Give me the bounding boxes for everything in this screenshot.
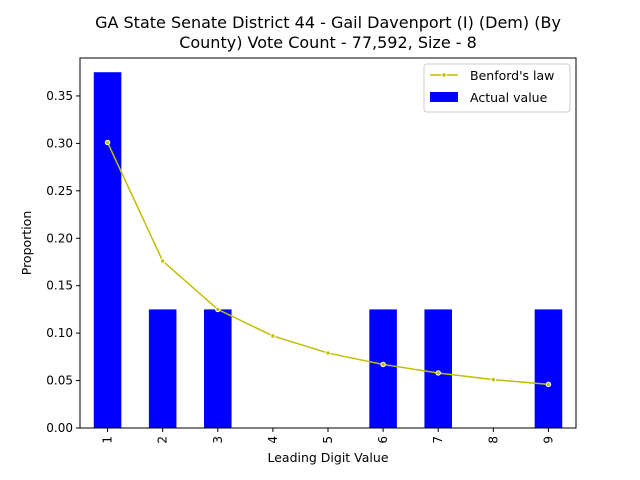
benford-line-series xyxy=(104,139,552,388)
bar-series xyxy=(93,72,563,428)
benford-point-9 xyxy=(545,381,552,388)
y-tick-label: 0.05 xyxy=(46,374,73,388)
y-tick-label: 0.25 xyxy=(46,184,73,198)
legend: Benford's law Actual value xyxy=(423,63,571,113)
x-axis-label: Leading Digit Value xyxy=(267,450,388,465)
benford-point-5 xyxy=(325,350,331,356)
bar-digit-7 xyxy=(424,309,452,428)
benford-point-4 xyxy=(270,333,276,339)
x-axis-ticks: 1 2 3 4 5 6 7 8 9 xyxy=(101,428,555,444)
y-axis-label: Proportion xyxy=(19,211,34,276)
y-tick-label: 0.20 xyxy=(46,231,73,245)
benford-point-6 xyxy=(380,361,386,368)
chart-title-line-2: County) Vote Count - 77,592, Size - 8 xyxy=(179,33,477,52)
bar-digit-3 xyxy=(204,309,232,428)
benford-point-7 xyxy=(435,370,441,376)
x-tick-label: 2 xyxy=(156,436,170,444)
legend-marker-swatch xyxy=(441,72,447,78)
benford-point-2 xyxy=(159,258,166,264)
x-tick-label: 7 xyxy=(431,436,445,444)
chart-title-line-1: GA State Senate District 44 - Gail Daven… xyxy=(95,13,561,32)
x-tick-label: 9 xyxy=(541,436,555,444)
bar-digit-9 xyxy=(534,309,563,428)
y-tick-label: 0.15 xyxy=(46,279,73,293)
benford-point-1 xyxy=(104,139,111,146)
legend-box xyxy=(423,63,571,113)
y-tick-label: 0.30 xyxy=(46,136,73,150)
x-tick-label: 4 xyxy=(266,436,280,444)
x-tick-label: 5 xyxy=(321,436,335,444)
bar-digit-2 xyxy=(148,309,177,428)
x-tick-label: 8 xyxy=(486,436,500,444)
y-tick-label: 0.00 xyxy=(46,421,73,435)
y-tick-label: 0.35 xyxy=(46,89,73,103)
legend-bar-swatch xyxy=(430,92,458,102)
bar-digit-6 xyxy=(369,309,397,428)
x-tick-label: 6 xyxy=(376,436,390,444)
benford-point-3 xyxy=(215,306,221,313)
bar-digit-1 xyxy=(93,72,122,428)
y-tick-label: 0.10 xyxy=(46,326,73,340)
x-tick-label: 3 xyxy=(211,436,225,444)
y-axis-ticks: 0.00 0.05 0.10 0.15 0.20 0.25 0.30 0.35 xyxy=(46,89,80,435)
benford-point-8 xyxy=(490,376,497,383)
legend-label-benford: Benford's law xyxy=(470,68,554,83)
x-tick-label: 1 xyxy=(101,436,115,444)
plot-frame xyxy=(79,57,577,429)
legend-label-actual: Actual value xyxy=(470,90,548,105)
